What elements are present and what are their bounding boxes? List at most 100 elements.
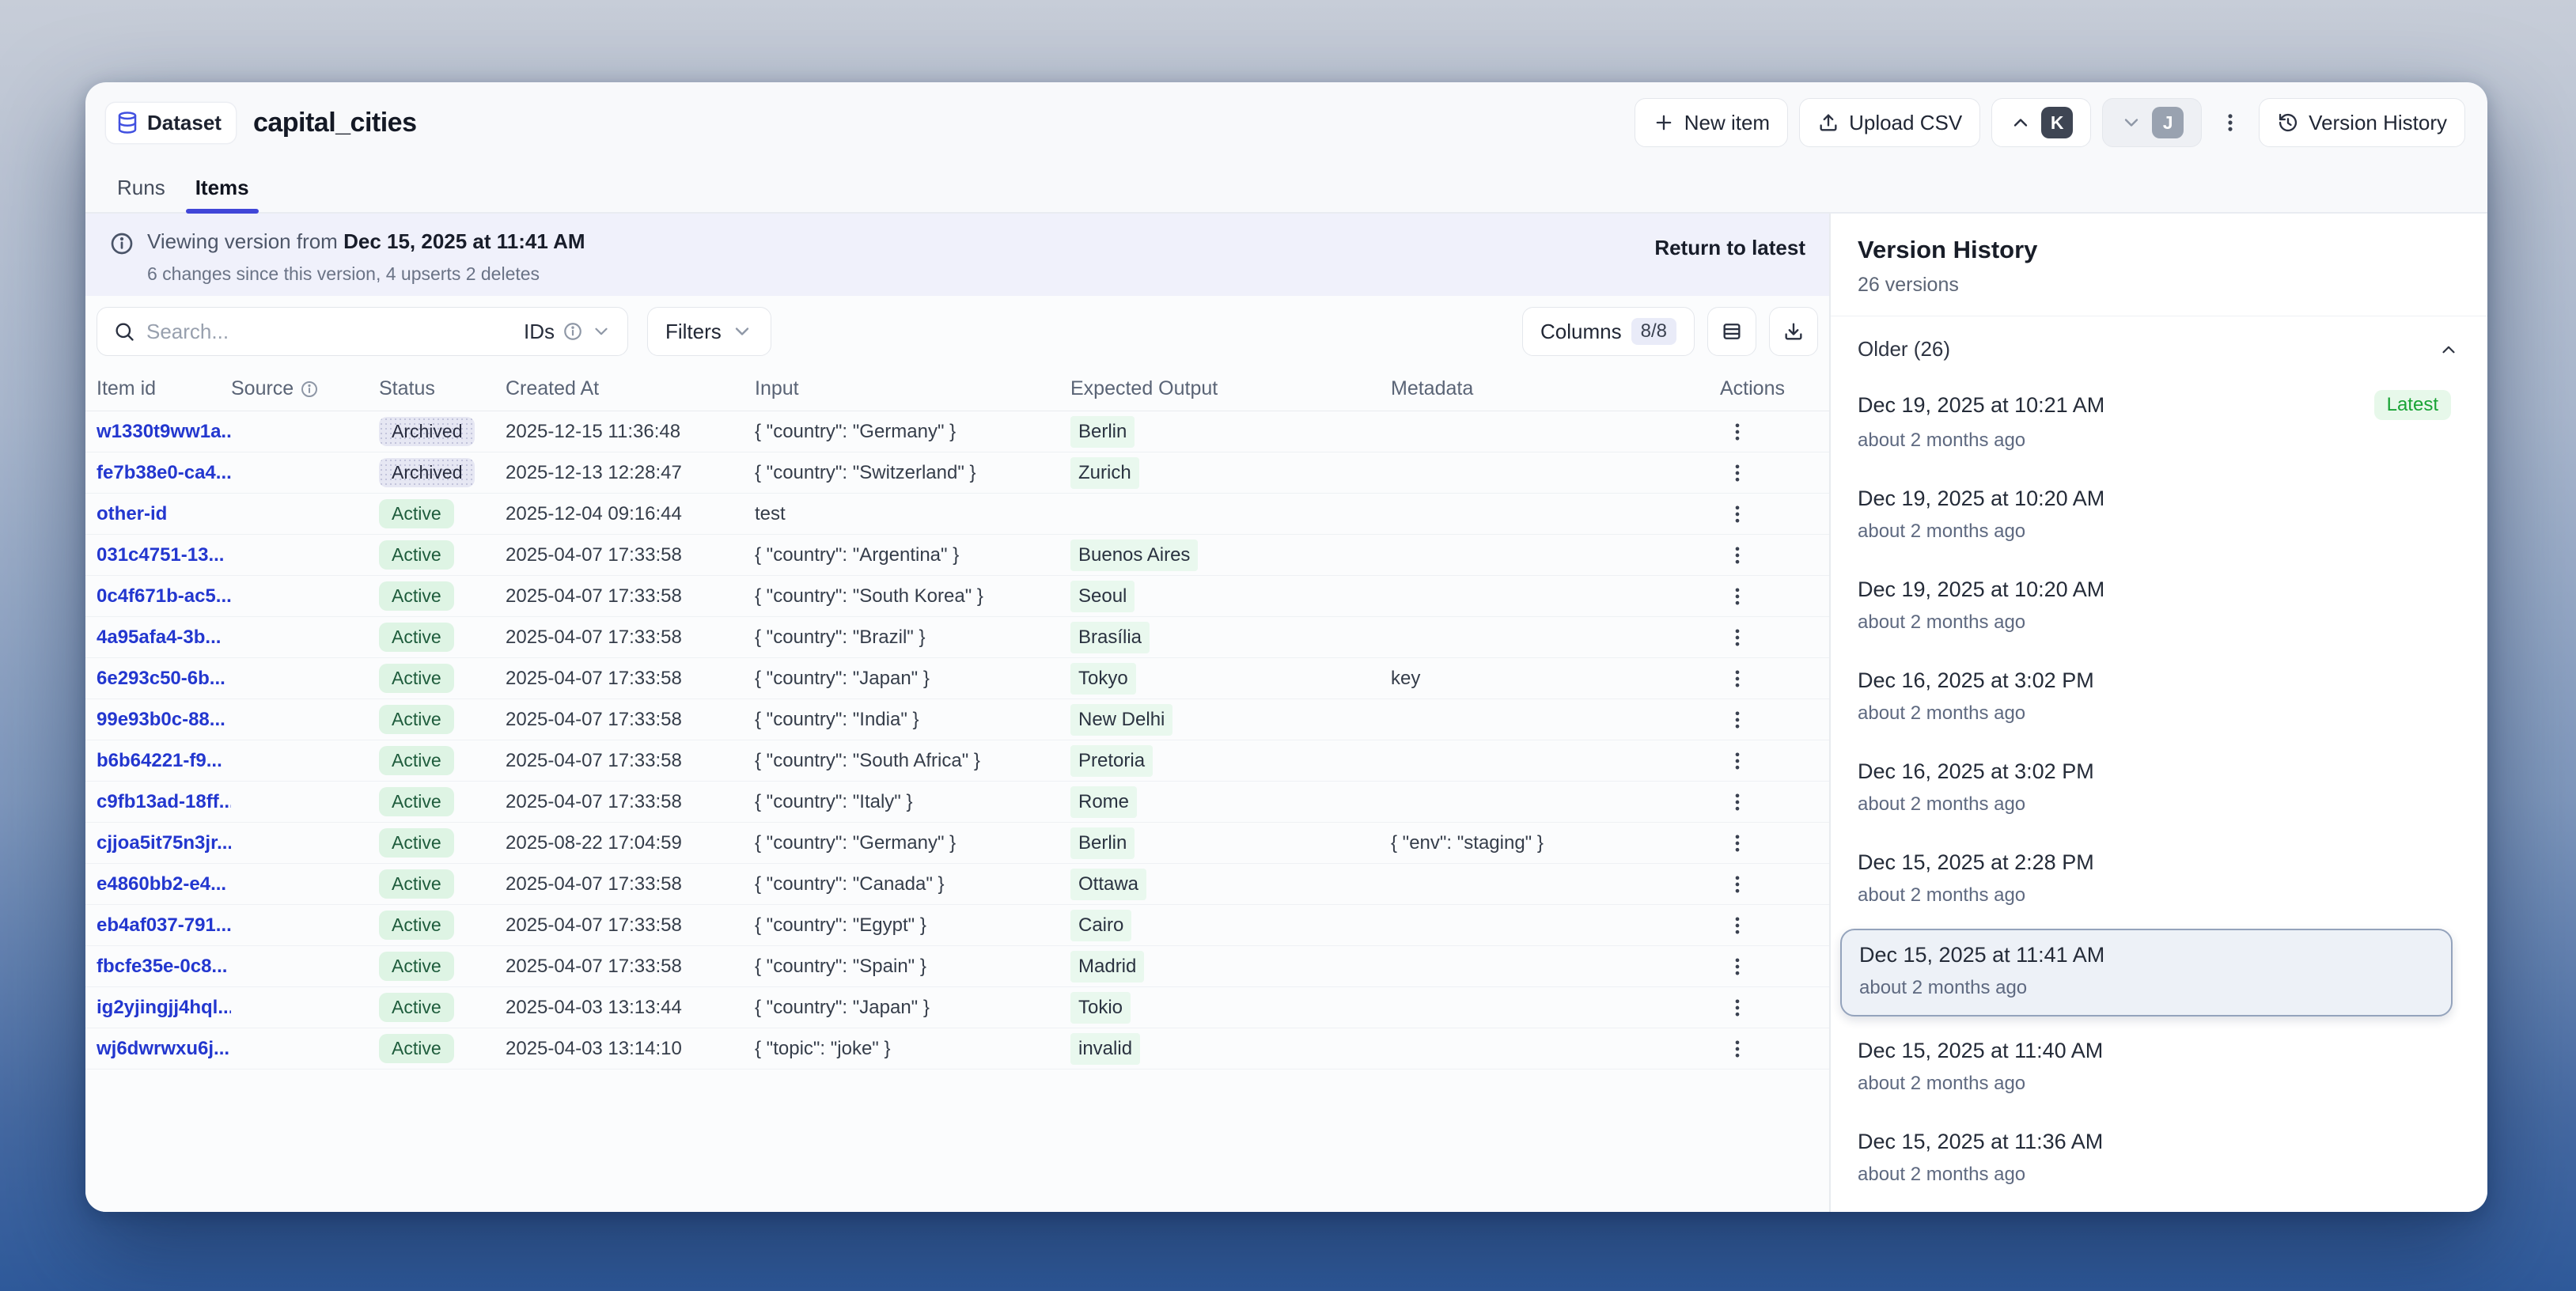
search-box[interactable]: IDs <box>97 307 628 356</box>
row-actions-button[interactable] <box>1720 702 1755 737</box>
downvote-button[interactable]: J <box>2102 98 2203 147</box>
expected-output-value: Rome <box>1070 786 1138 818</box>
version-item[interactable]: Dec 19, 2025 at 10:20 AM about 2 months … <box>1831 565 2487 646</box>
table-row[interactable]: w1330t9ww1a... Archived 2025-12-15 11:36… <box>85 411 1829 452</box>
item-id-link[interactable]: ig2yjingjj4hql... <box>97 996 231 1018</box>
row-actions-button[interactable] <box>1720 744 1755 778</box>
version-item[interactable]: Dec 15, 2025 at 11:36 AM about 2 months … <box>1831 1117 2487 1198</box>
expected-output-value: Ottawa <box>1070 868 1147 900</box>
tab-runs[interactable]: Runs <box>117 175 165 199</box>
download-button[interactable] <box>1769 307 1818 356</box>
version-item[interactable]: Dec 16, 2025 at 3:02 PM about 2 months a… <box>1831 656 2487 737</box>
table-row[interactable]: 99e93b0c-88... Active 2025-04-07 17:33:5… <box>85 699 1829 740</box>
header-overflow-menu-button[interactable] <box>2213 98 2248 147</box>
item-id-link[interactable]: 99e93b0c-88... <box>97 708 225 730</box>
table-row[interactable]: c9fb13ad-18ff... Active 2025-04-07 17:33… <box>85 782 1829 823</box>
upvote-button[interactable]: K <box>1991 98 2092 147</box>
table-row[interactable]: b6b64221-f9... Active 2025-04-07 17:33:5… <box>85 740 1829 782</box>
table-row[interactable]: fbcfe35e-0c8... Active 2025-04-07 17:33:… <box>85 946 1829 987</box>
row-actions-button[interactable] <box>1720 908 1755 943</box>
row-actions-button[interactable] <box>1720 538 1755 573</box>
column-header-expected-output[interactable]: Expected Output <box>1070 377 1218 399</box>
search-field-selector[interactable]: IDs <box>524 320 612 344</box>
actions-cell <box>1720 990 1809 1025</box>
version-item[interactable]: Dec 19, 2025 at 10:20 AM about 2 months … <box>1831 474 2487 555</box>
row-actions-button[interactable] <box>1720 497 1755 532</box>
upload-csv-button[interactable]: Upload CSV <box>1799 98 1981 147</box>
table-row[interactable]: 6e293c50-6b... Active 2025-04-07 17:33:5… <box>85 658 1829 699</box>
version-history-button[interactable]: Version History <box>2259 98 2465 147</box>
table-row[interactable]: e4860bb2-e4... Active 2025-04-07 17:33:5… <box>85 864 1829 905</box>
column-header-metadata[interactable]: Metadata <box>1391 377 1474 399</box>
row-actions-button[interactable] <box>1720 785 1755 820</box>
version-item[interactable]: Dec 19, 2025 at 10:21 AM Latest about 2 … <box>1831 377 2487 464</box>
expected-output-cell: Buenos Aires <box>1070 539 1391 571</box>
expected-output-value: Seoul <box>1070 580 1135 612</box>
row-actions-button[interactable] <box>1720 415 1755 449</box>
row-height-button[interactable] <box>1707 307 1756 356</box>
table-row[interactable]: cjjoa5it75n3jr... Active 2025-08-22 17:0… <box>85 823 1829 864</box>
chevron-down-icon <box>595 327 608 335</box>
tab-items[interactable]: Items <box>184 163 260 214</box>
item-id-link[interactable]: other-id <box>97 502 168 524</box>
item-id-link[interactable]: cjjoa5it75n3jr... <box>97 831 231 854</box>
item-id-link[interactable]: e4860bb2-e4... <box>97 873 227 895</box>
page-title: capital_cities <box>252 107 417 138</box>
tab-bar: Runs Items <box>85 163 2487 214</box>
item-id-link[interactable]: b6b64221-f9... <box>97 749 222 771</box>
new-item-button[interactable]: New item <box>1634 98 1789 147</box>
table-row[interactable]: other-id Active 2025-12-04 09:16:44 test <box>85 494 1829 535</box>
version-item[interactable]: Dec 15, 2025 at 11:41 AM about 2 months … <box>1840 929 2453 1017</box>
item-id-link[interactable]: fe7b38e0-ca4... <box>97 461 231 483</box>
actions-cell <box>1720 908 1809 943</box>
item-id-link[interactable]: eb4af037-791... <box>97 914 231 936</box>
item-id-link[interactable]: 0c4f671b-ac5... <box>97 585 231 607</box>
older-versions-group-toggle[interactable]: Older (26) <box>1831 316 2487 377</box>
row-actions-button[interactable] <box>1720 579 1755 614</box>
column-header-input[interactable]: Input <box>755 377 799 399</box>
item-id-link[interactable]: c9fb13ad-18ff... <box>97 790 231 812</box>
created-at-cell: 2025-12-04 09:16:44 <box>506 502 682 524</box>
item-id-link[interactable]: fbcfe35e-0c8... <box>97 955 228 977</box>
row-actions-button[interactable] <box>1720 620 1755 655</box>
row-actions-button[interactable] <box>1720 661 1755 696</box>
expected-output-value: Berlin <box>1070 415 1135 448</box>
created-at-cell: 2025-04-07 17:33:58 <box>506 667 682 689</box>
row-actions-button[interactable] <box>1720 867 1755 902</box>
table-row[interactable]: wj6dwrwxu6j... Active 2025-04-03 13:14:1… <box>85 1028 1829 1070</box>
table-row[interactable]: eb4af037-791... Active 2025-04-07 17:33:… <box>85 905 1829 946</box>
item-id-link[interactable]: w1330t9ww1a... <box>97 420 231 442</box>
return-to-latest-button[interactable]: Return to latest <box>1654 236 1805 259</box>
item-id-link[interactable]: 4a95afa4-3b... <box>97 626 222 648</box>
table-row[interactable]: 031c4751-13... Active 2025-04-07 17:33:5… <box>85 535 1829 576</box>
column-header-status[interactable]: Status <box>379 377 435 399</box>
column-header-source[interactable]: Source <box>231 377 379 400</box>
table-row[interactable]: 4a95afa4-3b... Active 2025-04-07 17:33:5… <box>85 617 1829 658</box>
row-actions-button[interactable] <box>1720 990 1755 1025</box>
expected-output-value: Tokio <box>1070 991 1131 1024</box>
avatar-j: J <box>2152 107 2184 138</box>
item-id-link[interactable]: wj6dwrwxu6j... <box>97 1037 230 1059</box>
filters-button[interactable]: Filters <box>647 307 771 356</box>
columns-button[interactable]: Columns 8/8 <box>1522 307 1695 356</box>
expected-output-cell: Ottawa <box>1070 868 1391 900</box>
table-row[interactable]: ig2yjingjj4hql... Active 2025-04-03 13:1… <box>85 987 1829 1028</box>
row-actions-button[interactable] <box>1720 456 1755 490</box>
version-item[interactable]: Dec 16, 2025 at 3:02 PM about 2 months a… <box>1831 747 2487 828</box>
column-header-created-at[interactable]: Created At <box>506 377 600 399</box>
row-actions-button[interactable] <box>1720 1032 1755 1066</box>
kebab-menu-icon <box>1735 1040 1740 1057</box>
status-cell: Active <box>379 952 506 981</box>
row-actions-button[interactable] <box>1720 949 1755 984</box>
table-row[interactable]: fe7b38e0-ca4... Archived 2025-12-13 12:2… <box>85 452 1829 494</box>
chevron-up-icon <box>2442 346 2455 353</box>
table-body: w1330t9ww1a... Archived 2025-12-15 11:36… <box>85 411 1829 1212</box>
column-header-item-id[interactable]: Item id <box>97 377 157 399</box>
item-id-link[interactable]: 6e293c50-6b... <box>97 667 225 689</box>
search-input[interactable] <box>146 319 513 344</box>
version-item[interactable]: Dec 15, 2025 at 2:28 PM about 2 months a… <box>1831 838 2487 919</box>
version-item[interactable]: Dec 15, 2025 at 11:40 AM about 2 months … <box>1831 1026 2487 1107</box>
row-actions-button[interactable] <box>1720 826 1755 861</box>
item-id-link[interactable]: 031c4751-13... <box>97 543 225 566</box>
table-row[interactable]: 0c4f671b-ac5... Active 2025-04-07 17:33:… <box>85 576 1829 617</box>
